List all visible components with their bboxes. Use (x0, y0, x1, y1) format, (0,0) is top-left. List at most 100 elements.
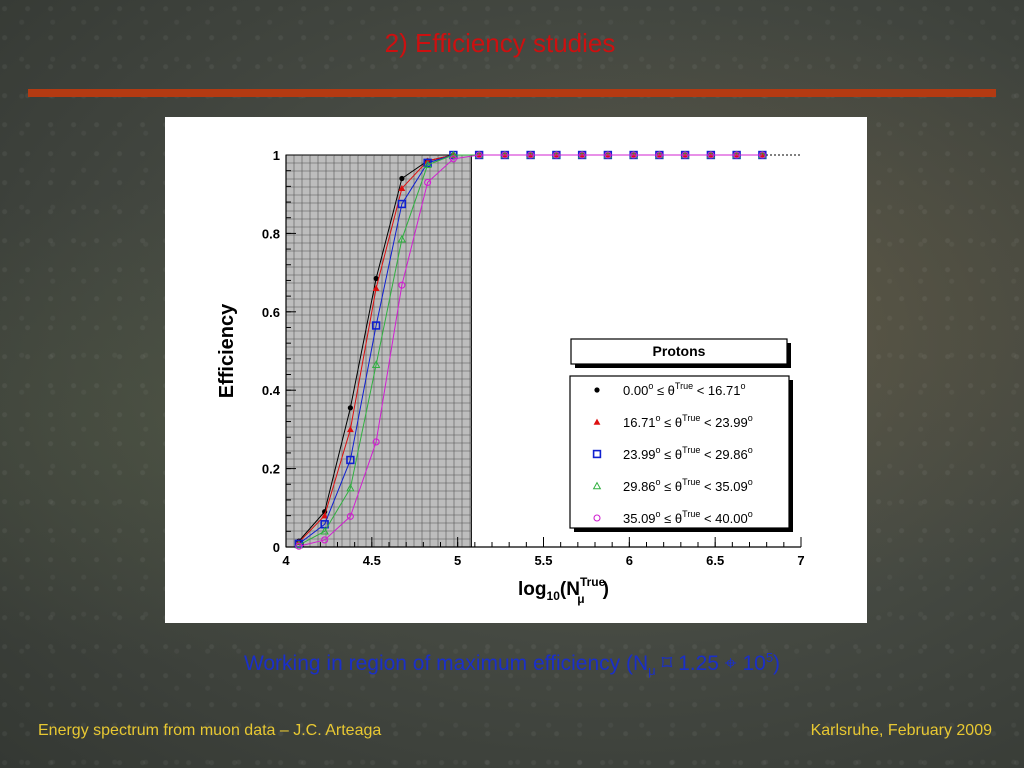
legend-deg-4: o (656, 509, 661, 519)
series-4-point (372, 438, 380, 446)
y-tick-label: 0.4 (262, 383, 281, 398)
y-tick-label: 0 (273, 540, 280, 555)
series-4-point (707, 151, 715, 159)
series-0-point (373, 275, 379, 282)
x-tick-label: 4 (282, 553, 290, 568)
series-4-point (630, 151, 638, 159)
series-4-point (604, 151, 612, 159)
legend-entry-4: 35.09o ≤ θTrue < 40.00o (623, 509, 753, 526)
legend-hi-1: < 23.99 (700, 415, 747, 430)
legend-lo-0: 0.00 (623, 383, 648, 398)
series-4-point (527, 151, 535, 159)
series-3-point (346, 483, 355, 492)
series-4-point (398, 281, 406, 289)
series-3-point (320, 526, 329, 535)
x-tick-label: 4.5 (363, 553, 381, 568)
legend-theta-0: ≤ θ (653, 383, 675, 398)
series-3-point (371, 360, 381, 368)
legend-deg2-2: o (748, 445, 753, 455)
legend-hi-4: < 40.00 (700, 511, 747, 526)
series-4-point (578, 151, 586, 159)
series-2-point (346, 455, 355, 465)
legend-marker-0 (594, 387, 600, 393)
x-tick-label: 5.5 (534, 553, 552, 568)
x-label-sup-true: True (580, 575, 606, 589)
title-rule (28, 89, 996, 97)
legend-hi-2: < 29.86 (700, 447, 747, 462)
series-2-point (371, 321, 381, 330)
x-label-log: log (518, 579, 547, 600)
series-4-point (681, 151, 689, 159)
legend-deg2-3: o (748, 477, 753, 487)
y-tick-label: 1 (273, 148, 280, 163)
caption-prefix: Working in region of maximum efficiency … (243, 652, 649, 675)
series-4-point (758, 151, 766, 159)
legend-deg2-1: o (748, 413, 753, 423)
footer-left: Energy spectrum from muon data – J.C. Ar… (38, 722, 382, 739)
legend-title-frame (570, 338, 788, 365)
series-line-4 (298, 154, 763, 547)
legend-lo-3: 29.86 (623, 479, 656, 494)
series-3-point (294, 540, 304, 549)
shaded-region-grid (286, 155, 472, 547)
legend-sup-3: True (682, 477, 700, 487)
legend-marker-4 (593, 514, 601, 522)
legend-theta-2: ≤ θ (661, 447, 683, 462)
caption-sup: 5 (765, 650, 774, 665)
y-tick-label: 0.8 (262, 226, 280, 241)
legend-deg-0: o (648, 381, 653, 391)
series-1-point (398, 184, 406, 192)
legend-entry-3: 29.86o ≤ θTrue < 35.09o (623, 477, 753, 494)
legend-theta-4: ≤ θ (661, 511, 683, 526)
legend-lo-1: 16.71 (623, 415, 656, 430)
legend-lo-2: 23.99 (623, 447, 656, 462)
x-label-close: ) (603, 579, 609, 600)
footer-right: Karlsruhe, February 2009 (810, 722, 992, 739)
series-1-point (346, 426, 354, 433)
x-tick-label: 5 (454, 553, 461, 568)
slide-title: 2) Efficiency studies (384, 28, 616, 58)
legend-deg-3: o (656, 477, 661, 487)
caption-middle: ⌑ 1.25 ⌖ 10 (655, 652, 766, 675)
series-4-point (552, 151, 560, 159)
legend-deg2-0: o (740, 381, 745, 391)
series-4-point (501, 151, 509, 159)
legend-frame (569, 375, 790, 529)
series-4 (295, 151, 766, 550)
y-tick-label: 0.2 (262, 462, 280, 477)
series-4-point (321, 536, 329, 544)
series-4-point (475, 151, 483, 159)
legend-sup-2: True (682, 445, 700, 455)
efficiency-chart-svg: 4 4.5 5 5.5 6 6.5 7 0 0.2 0.4 0.6 0.8 1 log10(NTrue μ)… (216, 148, 805, 606)
x-tick-label: 6 (626, 553, 633, 568)
x-label-n: (N (560, 579, 580, 600)
legend-hi-3: < 35.09 (700, 479, 747, 494)
legend-sup-4: True (682, 509, 700, 519)
legend-title: Protons (653, 343, 706, 359)
series-0-point (347, 405, 353, 411)
series-1-point (372, 284, 380, 291)
legend-theta-1: ≤ θ (661, 415, 683, 430)
legend-title-box (570, 338, 791, 368)
legend-marker-3 (592, 481, 602, 490)
legend-sup-1: True (682, 413, 700, 423)
legend-entry-2: 23.99o ≤ θTrue < 29.86o (623, 445, 753, 462)
series-3-point (397, 234, 407, 243)
series-0-point (399, 175, 405, 182)
legend-marker-2 (592, 449, 602, 459)
series-4-point (424, 178, 432, 186)
x-tick-label: 6.5 (706, 553, 724, 568)
legend-marker-1 (593, 418, 601, 425)
series-3-point (449, 150, 458, 159)
caption-sub: μ (648, 663, 656, 679)
legend-sup-0: True (675, 381, 693, 391)
caption-suffix: ) (773, 652, 781, 675)
series-1-point (321, 512, 329, 519)
legend-hi-0: < 16.71 (693, 383, 740, 398)
x-axis-label: log10(NTrue μ) (518, 575, 609, 606)
x-tick-label: 7 (797, 553, 804, 568)
y-axis-label: Efficiency (216, 303, 238, 398)
series-2-point (397, 199, 407, 209)
series-4-point (295, 542, 303, 550)
y-tick-label: 0.6 (262, 305, 280, 320)
